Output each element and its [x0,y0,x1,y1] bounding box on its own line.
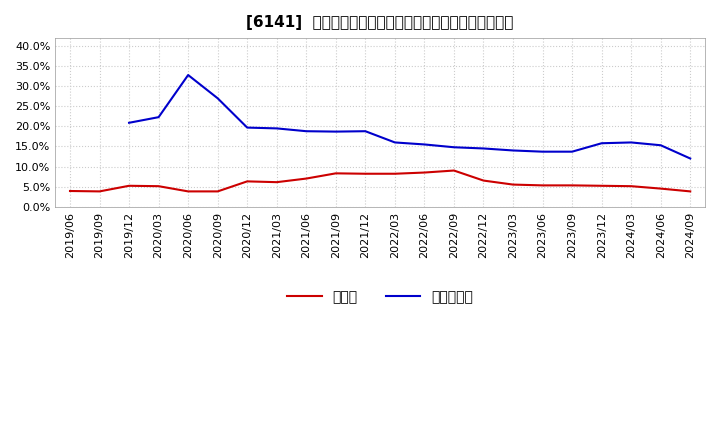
有利子負債 [657,143,665,148]
Line: 有利子負債: 有利子負債 [129,75,690,158]
現預金 [657,186,665,191]
有利子負債 [154,114,163,120]
現預金 [184,189,192,194]
有利子負債 [449,145,458,150]
現預金 [361,171,369,176]
現預金 [66,188,74,194]
有利子負債 [686,156,695,161]
現預金 [302,176,310,181]
現預金 [568,183,577,188]
有利子負債 [184,73,192,78]
現預金 [243,179,251,184]
現預金 [154,183,163,189]
有利子負債 [213,95,222,101]
現預金 [125,183,133,188]
有利子負債 [302,128,310,134]
現預金 [331,171,340,176]
有利子負債 [480,146,488,151]
Line: 現預金: 現預金 [70,171,690,191]
有利子負債 [390,140,399,145]
有利子負債 [627,140,636,145]
現預金 [539,183,547,188]
現預金 [627,183,636,189]
有利子負債 [568,149,577,154]
有利子負債 [539,149,547,154]
現預金 [213,189,222,194]
現預金 [420,170,428,175]
Legend: 現預金, 有利子負債: 現預金, 有利子負債 [282,284,479,309]
現預金 [598,183,606,188]
有利子負債 [361,128,369,134]
有利子負債 [420,142,428,147]
有利子負債 [331,129,340,134]
Title: [6141]  現預金、有利子負債の総資産に対する比率の推移: [6141] 現預金、有利子負債の総資産に対する比率の推移 [246,15,514,30]
有利子負債 [509,148,518,153]
有利子負債 [125,120,133,125]
現預金 [449,168,458,173]
有利子負債 [272,126,281,131]
現預金 [509,182,518,187]
現預金 [390,171,399,176]
現預金 [95,189,104,194]
現預金 [480,178,488,183]
有利子負債 [598,141,606,146]
現預金 [272,180,281,185]
現預金 [686,189,695,194]
有利子負債 [243,125,251,130]
